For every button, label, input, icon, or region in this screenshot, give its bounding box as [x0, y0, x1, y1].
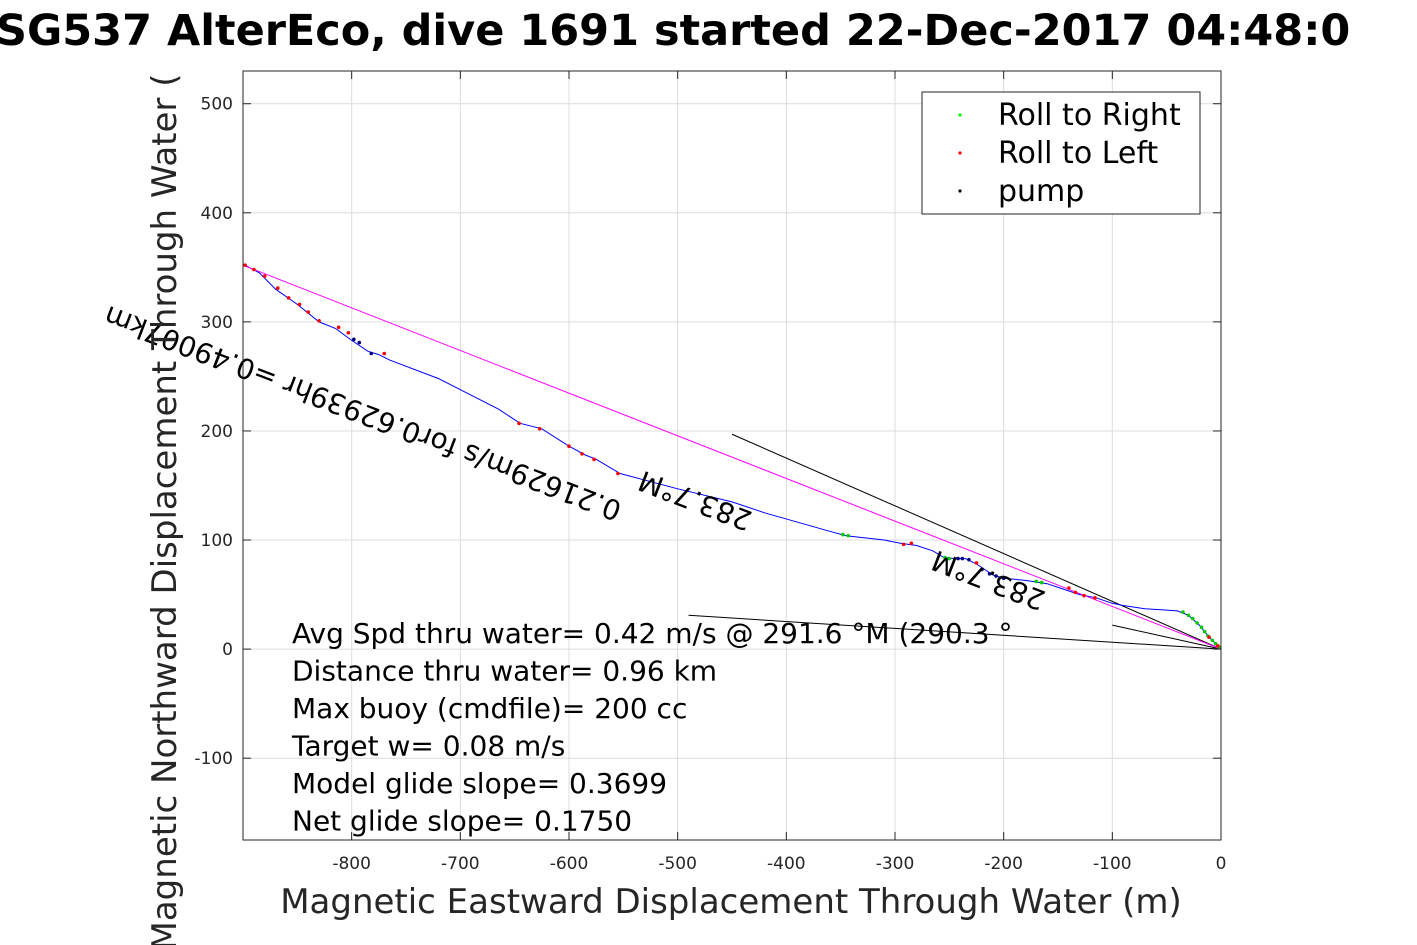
- roll-right-marker: [1186, 613, 1191, 618]
- summary-annotations: Avg Spd thru water= 0.42 m/s @ 291.6 °M …: [291, 617, 1012, 838]
- pump-marker: [352, 337, 356, 342]
- roll-left-marker: [1215, 644, 1220, 648]
- roll-left-marker: [336, 325, 341, 330]
- roll-right-marker: [1199, 625, 1204, 630]
- roll-right-marker: [1034, 579, 1039, 584]
- series-line-1: [242, 264, 1222, 650]
- roll-left-marker: [275, 286, 280, 290]
- reference-line: [1112, 624, 1222, 650]
- summary-line: Net glide slope= 0.1750: [292, 805, 632, 838]
- roll-left-marker: [1073, 590, 1078, 595]
- summary-line: Target w= 0.08 m/s: [291, 730, 565, 763]
- y-tick-label: -100: [194, 749, 233, 769]
- roll-right-marker: [1190, 616, 1195, 621]
- legend-label-roll-left: Roll to Left: [998, 136, 1158, 171]
- x-tick-label: -200: [984, 854, 1023, 874]
- y-tick-label: 500: [201, 95, 233, 115]
- roll-right-marker: [1213, 641, 1218, 646]
- roll-left-marker: [974, 561, 979, 565]
- roll-left-marker: [901, 542, 906, 547]
- y-tick-label: 400: [201, 204, 233, 224]
- x-tick-label: -800: [332, 854, 371, 874]
- summary-line: Avg Spd thru water= 0.42 m/s @ 291.6 °M …: [292, 617, 1012, 650]
- roll-left-marker: [297, 302, 302, 307]
- y-tick-label: 200: [201, 422, 233, 442]
- roll-right-marker: [1181, 610, 1185, 614]
- x-tick-label: -100: [1093, 854, 1132, 874]
- roll-right-marker: [1210, 638, 1215, 643]
- marker-layer: [243, 263, 1221, 649]
- series-layer: [242, 263, 1222, 650]
- grid-layer: [243, 71, 1222, 840]
- roll-left-marker: [517, 421, 521, 426]
- x-tick-label: 0: [1216, 854, 1227, 874]
- pump-marker: [967, 557, 971, 562]
- x-tick-label: -700: [441, 854, 480, 874]
- roll-right-marker: [947, 556, 952, 561]
- roll-left-marker: [1082, 593, 1086, 598]
- roll-left-marker: [262, 274, 267, 278]
- summary-line: Distance thru water= 0.96 km: [292, 655, 717, 688]
- y-tick-label: 100: [201, 531, 233, 551]
- roll-left-marker: [616, 471, 620, 476]
- legend: Roll to Right Roll to Left pump: [921, 91, 1201, 215]
- series-line-0: [242, 263, 1222, 650]
- roll-left-marker: [567, 444, 571, 449]
- roll-left-marker: [286, 296, 291, 300]
- roll-right-marker: [841, 532, 845, 537]
- roll-right-marker: [846, 533, 851, 538]
- pump-marker: [357, 340, 362, 345]
- pump-marker: [994, 574, 998, 578]
- legend-box: [921, 91, 1201, 215]
- summary-line: Max buoy (cmdfile)= 200 cc: [292, 692, 687, 725]
- legend-marker-pump: [958, 189, 962, 193]
- x-tick-label: -500: [658, 854, 697, 874]
- roll-left-marker: [592, 457, 596, 462]
- legend-label-roll-right: Roll to Right: [998, 98, 1181, 133]
- roll-right-marker: [1195, 621, 1199, 625]
- legend-marker-roll-right: [958, 113, 962, 117]
- roll-left-marker: [243, 263, 247, 267]
- chart-title: SG537 AlterEco, dive 1691 started 22-Dec…: [0, 6, 1350, 56]
- y-tick-label: 0: [222, 640, 233, 660]
- pump-marker: [987, 572, 992, 576]
- x-tick-label: -600: [550, 854, 589, 874]
- summary-line: Model glide slope= 0.3699: [292, 767, 667, 800]
- roll-left-marker: [580, 452, 584, 456]
- rotated-annotation: 283.7°M: [927, 543, 1049, 616]
- pump-marker: [960, 556, 965, 561]
- roll-left-marker: [1207, 635, 1211, 639]
- roll-right-marker: [1202, 629, 1207, 634]
- roll-left-marker: [306, 310, 311, 314]
- tick-layer: -800 -700 -600 -500 -400 -300 -200 -100 0 -100 0 10…: [194, 71, 1226, 874]
- roll-right-marker: [1039, 580, 1044, 585]
- roll-left-marker: [252, 267, 256, 272]
- plot-area-border: [242, 70, 1222, 841]
- legend-marker-roll-left: [958, 151, 962, 155]
- x-tick-label: -300: [876, 854, 915, 874]
- pump-marker: [980, 567, 984, 572]
- pump-marker: [956, 556, 960, 561]
- x-tick-label: -400: [767, 854, 806, 874]
- x-axis-label: Magnetic Eastward Displacement Through W…: [280, 882, 1182, 922]
- reference-line: [688, 614, 1222, 650]
- roll-left-marker: [317, 318, 321, 323]
- roll-left-marker: [909, 541, 914, 546]
- rotated-annotations: 0.21629m/s for0.62939hr =0.49007km 283.7°…: [99, 299, 1049, 617]
- pump-marker: [1001, 576, 1006, 581]
- roll-left-marker: [346, 330, 351, 335]
- reference-line: [731, 433, 1222, 650]
- legend-label-pump: pump: [998, 174, 1084, 209]
- pump-marker: [369, 351, 374, 356]
- rotated-annotation: 283.7°M: [634, 464, 756, 537]
- y-tick-label: 300: [201, 313, 233, 333]
- roll-left-marker: [382, 351, 387, 356]
- roll-left-marker: [1067, 586, 1071, 590]
- roll-left-marker: [1093, 596, 1097, 600]
- roll-right-marker: [943, 555, 947, 560]
- roll-left-marker: [537, 426, 542, 431]
- y-axis-label: Magnetic Northward Displacement Through …: [145, 74, 185, 945]
- reference-lines: [688, 433, 1222, 650]
